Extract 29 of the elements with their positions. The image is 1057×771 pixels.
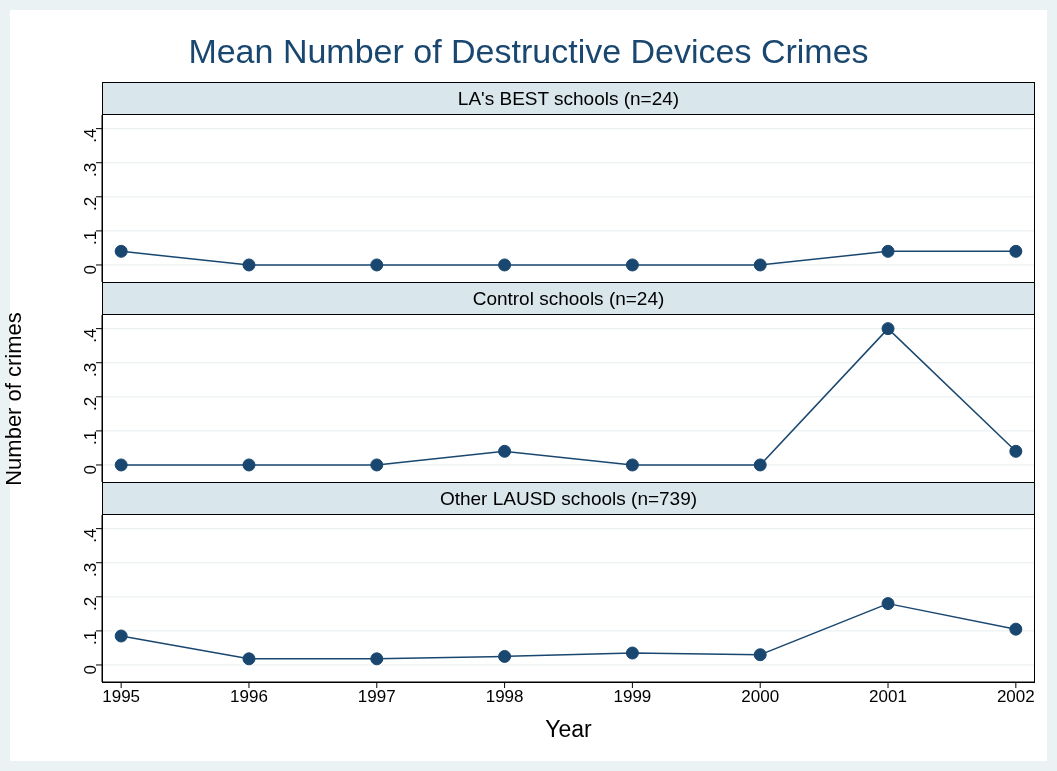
y-tick-label: .1: [81, 430, 101, 446]
y-tick-label: .1: [81, 230, 101, 246]
y-tick-label: 0: [81, 664, 101, 675]
chart-title: Mean Number of Destructive Devices Crimes: [187, 32, 870, 71]
x-tick-label: 1997: [357, 687, 396, 707]
x-tick-label: 2000: [741, 687, 780, 707]
x-tick-label: 1998: [485, 687, 524, 707]
y-tick-label: .3: [81, 162, 101, 177]
y-tick-label: .4: [81, 128, 101, 143]
x-tick-label: 1999: [613, 687, 652, 707]
y-tick-label: .3: [81, 362, 101, 377]
y-tick-label: .4: [81, 328, 101, 343]
y-tick-label: .1: [81, 630, 101, 646]
y-tick-label: .2: [81, 596, 101, 611]
y-axis-title: Number of crimes: [1, 311, 27, 486]
y-tick-label: .3: [81, 562, 101, 577]
y-tick-label: .2: [81, 196, 101, 211]
x-tick-label: 2001: [869, 687, 907, 707]
x-axis-title: Year: [544, 716, 593, 743]
y-tick-label: 0: [81, 264, 101, 275]
chart-subtitle: Other LAUSD schools (n=739): [102, 482, 1035, 515]
x-tick-label: 2002: [996, 687, 1035, 707]
x-tick-label: 1995: [102, 687, 141, 707]
y-tick-label: .2: [81, 396, 101, 411]
x-tick-label: 1996: [230, 687, 268, 707]
chart-subtitle: LA's BEST schools (n=24): [102, 82, 1035, 115]
y-tick-label: 0: [81, 464, 101, 475]
y-tick-label: .4: [81, 528, 101, 543]
chart-subtitle: Control schools (n=24): [102, 282, 1035, 315]
